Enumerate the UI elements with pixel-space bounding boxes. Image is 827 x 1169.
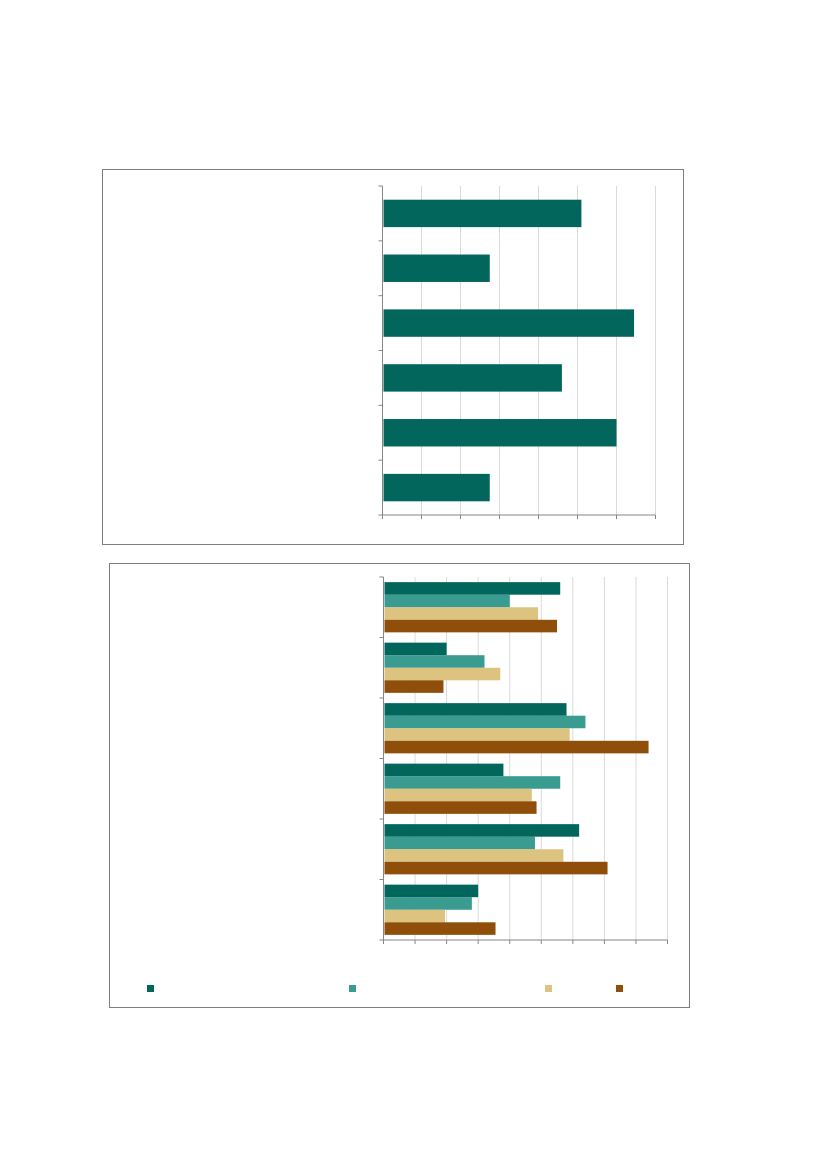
chart1-bar-cat4 <box>383 364 562 392</box>
chart2-bar-cat2-series2 <box>384 655 485 668</box>
chart-1-frame <box>102 169 684 545</box>
chart-1-plot <box>378 185 656 519</box>
legend-entry-1 <box>147 981 158 995</box>
chart2-bar-cat1-series1 <box>384 582 561 595</box>
chart-2-plot <box>379 576 668 944</box>
legend-entry-3 <box>545 981 556 995</box>
chart2-bar-cat5-series2 <box>384 836 535 850</box>
chart2-bar-cat4-series4 <box>384 801 537 814</box>
legend-entry-4 <box>616 981 627 995</box>
legend-swatch-3 <box>545 984 552 992</box>
chart2-bar-cat6-series2 <box>384 897 472 910</box>
chart1-bar-cat2 <box>383 254 490 282</box>
chart2-bar-cat5-series1 <box>384 824 580 837</box>
chart-2-frame <box>109 563 690 1008</box>
chart1-bar-cat3 <box>383 309 635 337</box>
chart2-bar-cat5-series3 <box>384 849 564 862</box>
chart2-bar-cat2-series1 <box>384 642 447 656</box>
chart2-bar-cat6-series4 <box>384 922 496 935</box>
chart1-bar-cat5 <box>383 419 617 447</box>
chart2-bar-cat6-series3 <box>384 909 446 923</box>
legend-swatch-4 <box>616 984 623 992</box>
chart2-bar-cat3-series4 <box>384 740 649 754</box>
chart2-bar-cat3-series1 <box>384 703 567 716</box>
chart2-bar-cat5-series4 <box>384 861 608 875</box>
chart2-bar-cat2-series3 <box>384 667 501 681</box>
chart1-bar-cat6 <box>383 473 490 502</box>
chart2-bar-cat3-series3 <box>384 728 570 741</box>
chart2-bar-cat6-series1 <box>384 884 479 898</box>
legend-swatch-2 <box>349 984 356 992</box>
chart2-bar-cat4-series3 <box>384 788 532 802</box>
chart2-bar-cat1-series2 <box>384 594 510 608</box>
chart2-bar-cat1-series3 <box>384 607 539 620</box>
chart2-bar-cat4-series2 <box>384 776 561 789</box>
chart2-bar-cat4-series1 <box>384 763 504 777</box>
chart2-bar-cat1-series4 <box>384 619 558 633</box>
legend-swatch-1 <box>147 984 154 992</box>
chart1-bar-cat1 <box>383 199 582 228</box>
chart2-bar-cat2-series4 <box>384 680 444 693</box>
legend-entry-2 <box>349 981 360 995</box>
chart2-bar-cat3-series2 <box>384 715 586 729</box>
